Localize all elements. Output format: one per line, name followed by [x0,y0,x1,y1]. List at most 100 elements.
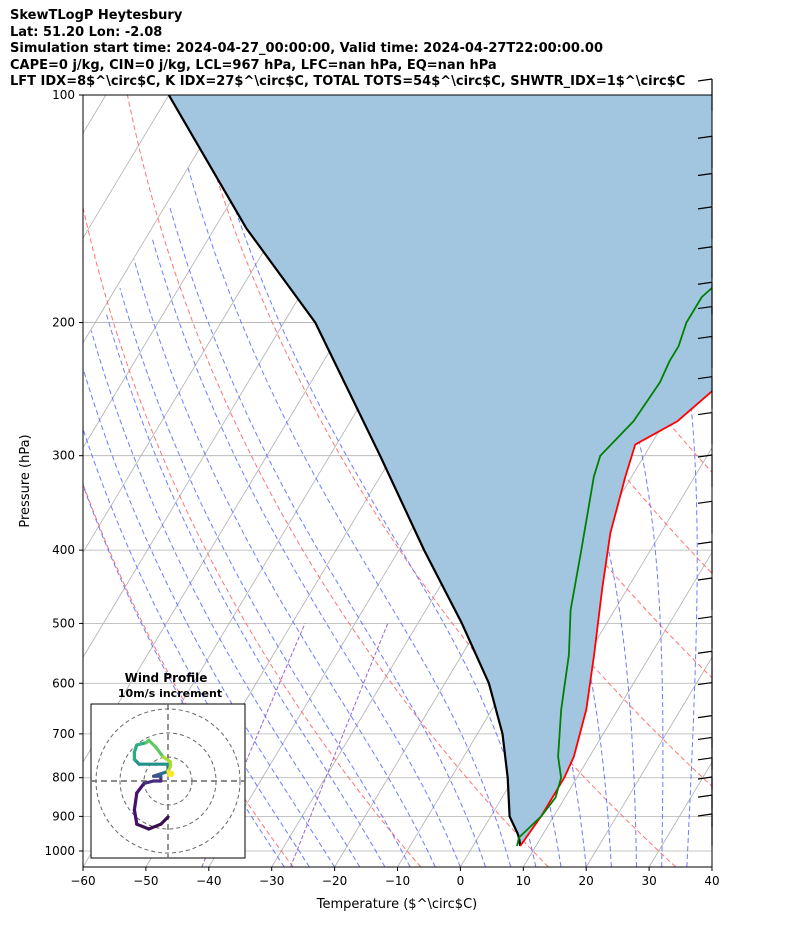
hodograph-segment [154,745,165,759]
chart-title: SkewTLogP Heytesbury [10,8,183,23]
wind-barb-flag [697,454,713,458]
wind-barb [697,681,713,715]
hodograph-segment [135,740,148,747]
wind-barb [697,616,713,649]
x-tick-label: 20 [579,874,594,888]
wind-barb-flag [697,78,713,82]
x-tick-label: −50 [133,874,158,888]
wind-barbs [697,78,713,847]
wind-barb-flag [697,172,713,177]
wind-barb [697,305,713,339]
y-tick-label: 500 [52,616,75,630]
y-axis-label: Pressure (hPa) [18,434,33,527]
wind-barb [697,78,713,112]
moist-adiabat-line [106,314,386,867]
moist-adiabat-line [90,330,361,867]
wind-barb [697,206,713,239]
hodograph-segment [132,808,139,826]
wind-barb [697,541,713,574]
shaded-region [168,95,712,846]
y-tick-label: 600 [52,676,75,690]
time-line: Simulation start time: 2024-04-27_00:00:… [10,41,603,56]
cape-cin-shading [168,95,712,846]
wind-profile-inset [90,703,246,859]
wind-barb [697,172,713,206]
x-tick-label: 40 [704,874,719,888]
moist-adiabat-line [213,140,537,867]
inset-title-line1: Wind Profile [125,671,208,685]
wind-barb-flag [697,650,713,654]
hodograph-segment [159,815,170,826]
wind-barb-flag [697,541,713,545]
wind-barb-flag [697,681,713,686]
wind-barb [697,500,713,534]
x-tick-label: 0 [457,874,465,888]
dry-adiabat-line [83,482,294,867]
wind-barb [697,135,713,169]
wind-barb-flag [697,813,713,817]
cape-line: CAPE=0 j/kg, CIN=0 j/kg, LCL=967 hPa, LF… [10,57,497,73]
dry-adiabat-line [713,95,794,867]
isotherm-line [711,866,712,867]
y-tick-label: 200 [52,316,75,330]
location-line: Lat: 51.20 Lon: -2.08 [10,24,163,40]
wind-barb-flag [697,305,713,310]
wind-barb-flag [697,135,713,139]
wind-barb-flag [697,500,713,504]
wind-barb-flag [697,335,713,340]
x-axis-label: Temperature ($^\circ$C) [316,897,477,912]
hodograph-segment [135,781,146,795]
isotherm-line [522,551,712,867]
y-tick-label: 900 [52,809,75,823]
wind-barb [697,577,713,611]
wind-barb-flag [697,757,713,761]
x-tick-label: −60 [70,874,95,888]
y-tick-label: 300 [52,449,75,463]
parcel-profile-line [167,95,522,847]
wind-barb [697,650,713,684]
hodograph-segment [147,822,163,831]
wind-barb-flag [697,376,713,380]
hodograph-segment [147,738,158,750]
wind-barb [697,411,713,445]
moist-adiabat-line [151,238,461,867]
x-tick-label: 10 [516,874,531,888]
moist-adiabat-line [710,95,712,867]
x-tick-label: −10 [385,874,410,888]
wind-barb [697,376,713,409]
y-tick-label: 100 [52,88,75,102]
wind-barb [697,813,713,847]
y-tick-label: 700 [52,727,75,741]
hodograph-end-marker [167,770,174,777]
x-tick-label: 30 [641,874,656,888]
wind-barb-flag [697,794,713,798]
chart-header: SkewTLogP Heytesbury Lat: 51.20 Lon: -2.… [10,8,685,91]
inset-title-line2: 10m/s increment [118,687,222,700]
hodograph-segment [142,779,156,786]
x-tick-label: −30 [259,874,284,888]
x-tick-label: −20 [322,874,347,888]
isotherm-line [83,95,170,239]
wind-barb [697,454,713,487]
wind-barb-flag [697,577,713,581]
wind-barb-flag [697,715,713,719]
wind-barb-flag [697,281,713,285]
y-tick-label: 800 [52,771,75,785]
isotherm-line [83,95,233,344]
y-tick-label: 400 [52,543,75,557]
wind-barb [697,335,713,369]
wind-barb-flag [697,246,713,250]
profile-lines [167,95,712,847]
moist-adiabat-line [133,259,436,867]
wind-barb-flag [697,776,713,780]
inset-plot [91,704,245,858]
moist-adiabat-line [119,287,411,867]
wind-barb-flag [697,411,713,416]
hodograph-segment [135,822,151,831]
mixing-ratio-line [290,623,389,867]
moist-adiabat-line [83,366,336,867]
index-line: LFT IDX=8$^\circ$C, K IDX=27$^\circ$C, T… [10,74,686,89]
moist-adiabat-line [168,205,487,867]
wind-barb-flag [697,616,713,620]
